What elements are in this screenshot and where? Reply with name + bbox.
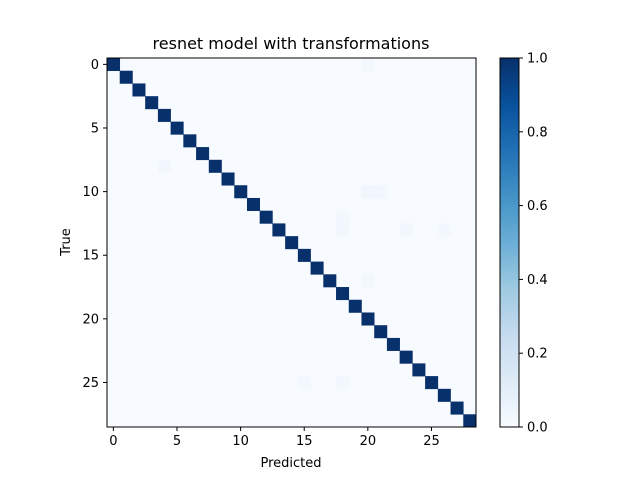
heatmap-cell-diagonal	[336, 287, 350, 301]
heatmap-cell-diagonal	[208, 159, 222, 173]
heatmap-cell-faint	[399, 223, 413, 237]
heatmap-cell-diagonal	[157, 108, 171, 122]
heatmap-cell-diagonal	[450, 401, 464, 415]
heatmap-cell-diagonal	[272, 223, 286, 237]
heatmap-cell-diagonal	[234, 185, 248, 199]
heatmap-cell-diagonal	[221, 172, 235, 186]
heatmap-cell-diagonal	[119, 70, 133, 84]
y-tick-label: 10	[82, 185, 99, 200]
heatmap-cell-faint	[361, 58, 375, 72]
colorbar-tick-label: 0.6	[527, 199, 548, 214]
plot-frame	[106, 57, 477, 428]
heatmap-cell-diagonal	[361, 312, 375, 326]
x-tick-label: 15	[296, 434, 313, 449]
heatmap-cell-faint	[437, 223, 451, 237]
heatmap-cell-diagonal	[183, 134, 197, 148]
x-axis-label: Predicted	[260, 456, 321, 471]
heatmap-cell-diagonal	[259, 210, 273, 224]
heatmap-cell-diagonal	[437, 388, 451, 402]
heatmap-cells	[107, 58, 477, 428]
y-tick-label: 0	[91, 58, 99, 73]
heatmap-cell-diagonal	[297, 248, 311, 262]
heatmap-cell-diagonal	[107, 58, 121, 72]
colorbar-tick-label: 0.2	[527, 347, 548, 362]
heatmap-cell-diagonal	[285, 236, 299, 250]
colorbar-tick-label: 0.0	[527, 421, 548, 436]
heatmap-cell-faint	[157, 159, 171, 173]
heatmap-cell-faint	[297, 376, 311, 390]
heatmap-cell-diagonal	[246, 197, 260, 211]
heatmap-cell-diagonal	[132, 83, 146, 97]
colorbar-tick-label: 1.0	[527, 52, 548, 67]
heatmap-cell-faint	[361, 185, 375, 199]
heatmap-cell-diagonal	[425, 376, 439, 390]
colorbar-ticks: 0.0 0.2 0.4 0.6 0.8 1.0	[519, 52, 548, 436]
heatmap-cell-diagonal	[196, 147, 210, 161]
heatmap-cell-diagonal	[348, 299, 362, 313]
heatmap-cell-diagonal	[310, 261, 324, 275]
heatmap-cell-faint	[361, 274, 375, 288]
heatmap-cell-diagonal	[170, 121, 184, 135]
heatmap-cell-faint	[336, 210, 350, 224]
y-tick-label: 5	[91, 121, 99, 136]
heatmap-cell-diagonal	[399, 350, 413, 364]
heatmap-cell-diagonal	[374, 325, 388, 339]
x-tick-label: 10	[232, 434, 249, 449]
heatmap-cell-diagonal	[463, 414, 477, 428]
heatmap-cell-diagonal	[323, 274, 337, 288]
heatmap-cell-diagonal	[412, 363, 426, 377]
heatmap-cell-diagonal	[145, 96, 159, 110]
x-tick-label: 0	[109, 434, 117, 449]
y-axis-label: True	[59, 228, 74, 257]
y-tick-label: 20	[82, 312, 99, 327]
heatmap-cell-diagonal	[386, 337, 400, 351]
x-tick-label: 5	[173, 434, 181, 449]
y-tick-label: 15	[82, 249, 99, 264]
x-axis-ticks: 0 5 10 15 20 25	[109, 427, 440, 449]
x-tick-label: 25	[423, 434, 440, 449]
colorbar-tick-label: 0.8	[527, 125, 548, 140]
y-tick-label: 25	[82, 376, 99, 391]
colorbar	[499, 57, 520, 428]
y-axis-ticks: 0 5 10 15 20 25	[82, 58, 107, 391]
heatmap-cell-faint	[374, 185, 388, 199]
x-tick-label: 20	[360, 434, 377, 449]
heatmap-cell-faint	[336, 376, 350, 390]
colorbar-tick-label: 0.4	[527, 273, 548, 288]
chart-title: resnet model with transformations	[153, 34, 430, 53]
heatmap-cell-faint	[336, 223, 350, 237]
